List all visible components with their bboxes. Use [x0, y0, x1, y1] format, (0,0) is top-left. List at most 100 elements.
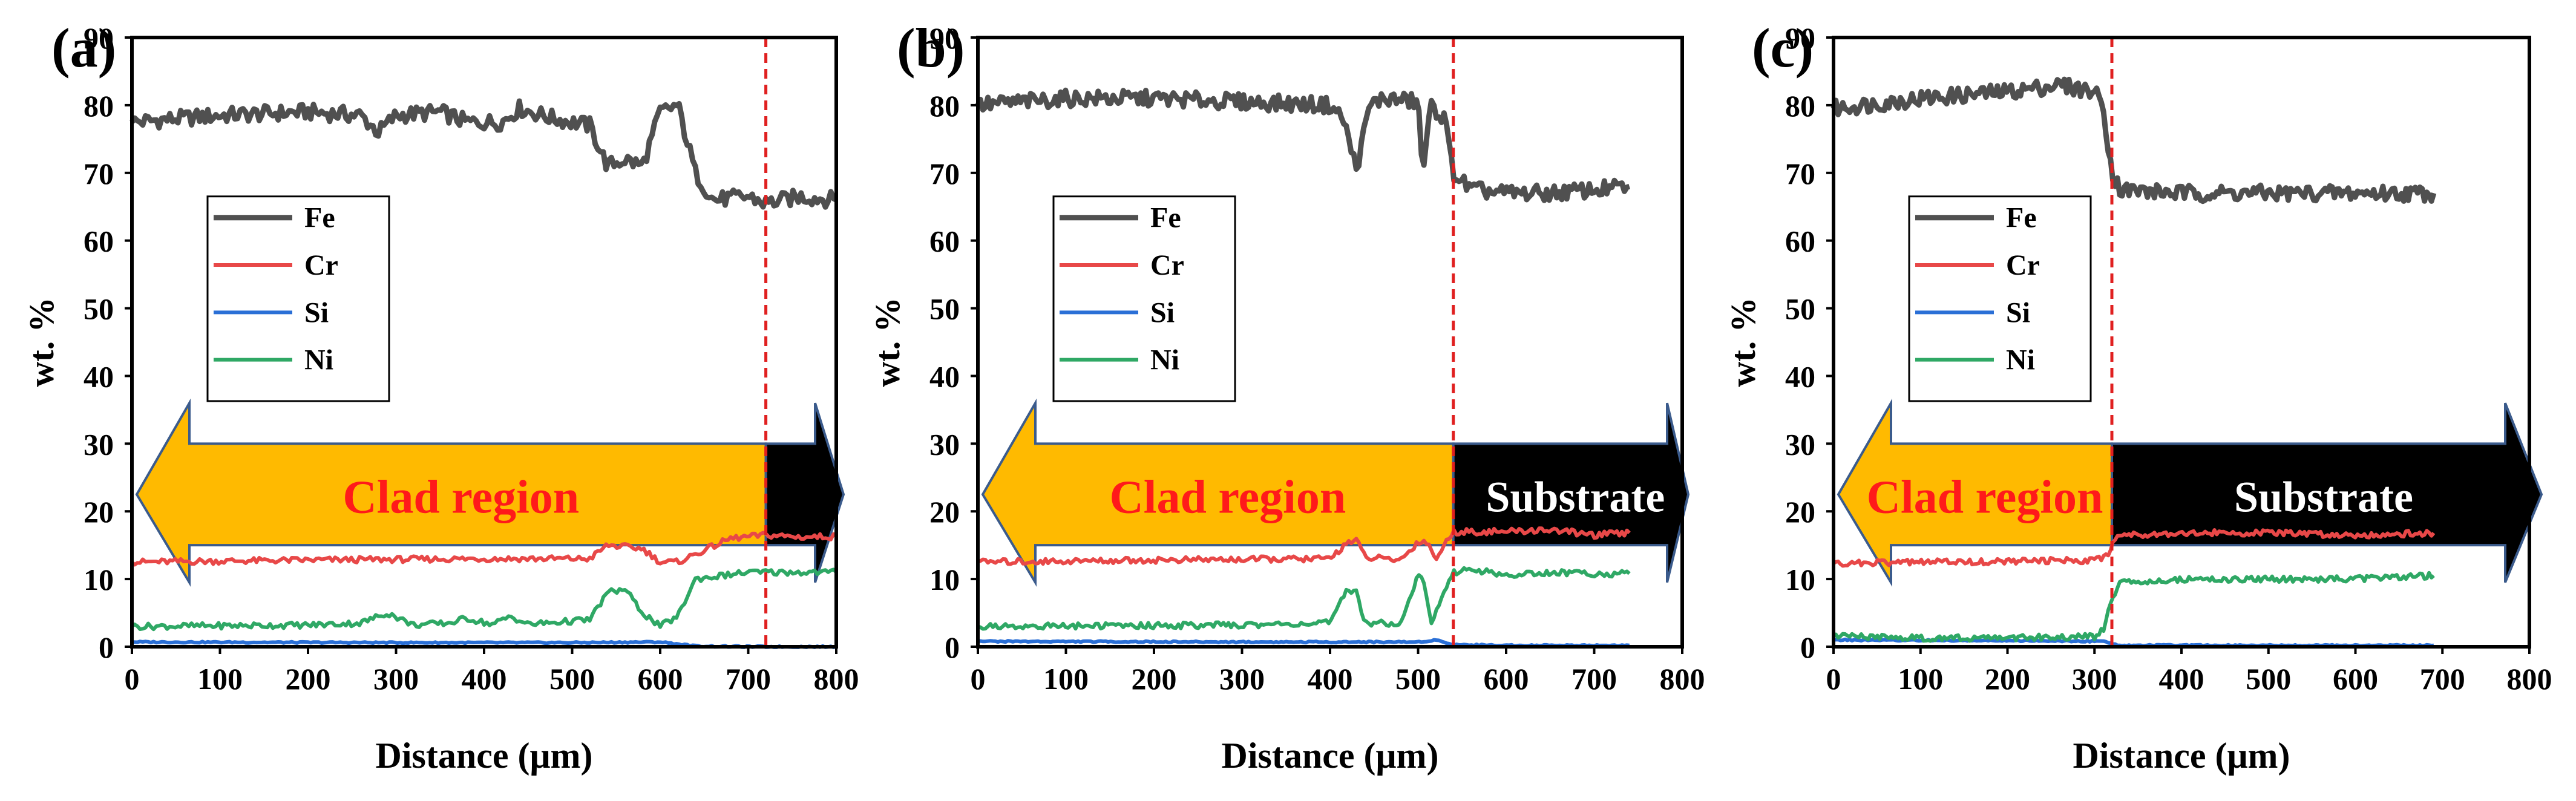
x-tick-label: 600: [638, 662, 683, 696]
x-axis-title: Distance (μm): [376, 736, 593, 776]
x-tick-label: 500: [1395, 662, 1441, 696]
y-tick-label: 80: [84, 89, 114, 123]
x-tick-label: 800: [2507, 662, 2552, 696]
legend-label: Si: [1150, 296, 1175, 329]
y-tick-label: 50: [929, 292, 960, 326]
y-tick-label: 20: [84, 495, 114, 529]
legend-label: Cr: [304, 249, 338, 281]
legend-label: Cr: [1150, 249, 1184, 281]
y-tick-label: 60: [84, 224, 114, 258]
y-tick-label: 80: [1785, 89, 1815, 123]
substrate-arrow: [764, 402, 845, 583]
y-tick-label: 70: [1785, 157, 1815, 191]
y-tick-label: 50: [1785, 292, 1815, 326]
x-tick-label: 700: [726, 662, 771, 696]
x-tick-label: 0: [1826, 662, 1841, 696]
y-tick-label: 10: [84, 563, 114, 597]
series-line-cr: [130, 531, 837, 567]
y-tick-label: 10: [1785, 563, 1815, 597]
legend-label: Fe: [304, 202, 335, 234]
x-tick-label: 800: [1660, 662, 1705, 696]
y-tick-label: 40: [1785, 359, 1815, 393]
x-tick-label: 0: [125, 662, 140, 696]
legend-label: Si: [304, 296, 329, 329]
y-tick-label: 90: [1785, 21, 1815, 55]
legend-label: Fe: [1150, 202, 1181, 234]
y-tick-label: 90: [929, 21, 960, 55]
panel-label: (a): [51, 17, 116, 79]
panel-label: (c): [1752, 17, 1814, 79]
y-tick-label: 0: [1800, 630, 1815, 664]
legend-label: Ni: [304, 344, 333, 376]
series-line-cr: [1832, 528, 2436, 568]
panel-a: (a) Clad region 0 10 20 30 40 50 60 70 80 90 0 100 200…: [22, 17, 859, 776]
clad-region-arrow: [981, 398, 1455, 587]
series-line-ni: [1832, 571, 2435, 643]
y-tick-label: 70: [929, 157, 960, 191]
substrate-label: Substrate: [2234, 472, 2413, 521]
x-tick-label: 600: [2333, 662, 2378, 696]
legend-label: Ni: [1150, 344, 1179, 376]
y-tick-label: 0: [99, 630, 114, 664]
x-tick-label: 200: [1985, 662, 2030, 696]
y-axis-title: wt. %: [22, 297, 61, 387]
clad-region-label: Clad region: [1867, 470, 2103, 523]
clad-region-label: Clad region: [342, 470, 579, 523]
x-tick-label: 100: [1898, 662, 1943, 696]
y-tick-label: 30: [1785, 427, 1815, 461]
series-line-fe: [1830, 76, 2437, 204]
legend-box: [1908, 195, 2092, 402]
x-axis-title: Distance (μm): [1222, 736, 1439, 776]
y-tick-label: 20: [929, 495, 960, 529]
x-tick-label: 300: [1219, 662, 1265, 696]
y-tick-label: 60: [1785, 224, 1815, 258]
clad-region-arrow: [135, 398, 767, 587]
x-axis-title: Distance (μm): [2073, 736, 2290, 776]
x-tick-label: 400: [1308, 662, 1353, 696]
substrate-label: Substrate: [1486, 472, 1665, 521]
legend-box: [206, 195, 390, 402]
y-axis-title: wt. %: [1723, 297, 1763, 387]
legend-label: Fe: [2006, 202, 2037, 234]
panel-b: (b) Clad region Substrate 0 10 20 30 40 50 60 70 80…: [868, 17, 1705, 776]
x-tick-label: 100: [197, 662, 243, 696]
x-tick-label: 700: [1571, 662, 1617, 696]
x-tick-label: 500: [549, 662, 595, 696]
x-tick-label: 0: [971, 662, 986, 696]
x-tick-label: 200: [1132, 662, 1177, 696]
y-tick-label: 70: [84, 157, 114, 191]
series-line-fe: [975, 87, 1631, 203]
x-tick-label: 500: [2246, 662, 2291, 696]
y-tick-label: 80: [929, 89, 960, 123]
legend-label: Cr: [2006, 249, 2040, 281]
x-tick-label: 100: [1043, 662, 1089, 696]
x-tick-label: 600: [1484, 662, 1529, 696]
y-axis-title: wt. %: [868, 297, 907, 387]
x-tick-label: 300: [2072, 662, 2117, 696]
x-tick-label: 800: [814, 662, 859, 696]
panel-c: (c) Clad region Substrate 0 10 20 30 40 50 60 70 80…: [1723, 17, 2552, 776]
y-tick-label: 10: [929, 563, 960, 597]
y-tick-label: 50: [84, 292, 114, 326]
y-tick-label: 40: [84, 359, 114, 393]
y-tick-label: 30: [84, 427, 114, 461]
y-tick-label: 40: [929, 359, 960, 393]
x-tick-label: 400: [2159, 662, 2204, 696]
x-tick-label: 300: [373, 662, 419, 696]
x-tick-label: 200: [286, 662, 331, 696]
y-tick-label: 30: [929, 427, 960, 461]
clad-region-label: Clad region: [1109, 470, 1346, 523]
series-line-fe: [129, 98, 838, 210]
y-tick-label: 20: [1785, 495, 1815, 529]
legend-label: Si: [2006, 296, 2030, 329]
y-tick-label: 60: [929, 224, 960, 258]
panel-label: (b): [897, 17, 965, 79]
y-tick-label: 0: [945, 630, 960, 664]
series-line-ni: [977, 566, 1631, 631]
substrate-arrow: [1452, 402, 1690, 583]
x-tick-label: 400: [462, 662, 507, 696]
clad-region-arrow: [1837, 398, 2113, 587]
series-line-cr: [977, 526, 1631, 566]
series-line-ni: [131, 567, 838, 632]
